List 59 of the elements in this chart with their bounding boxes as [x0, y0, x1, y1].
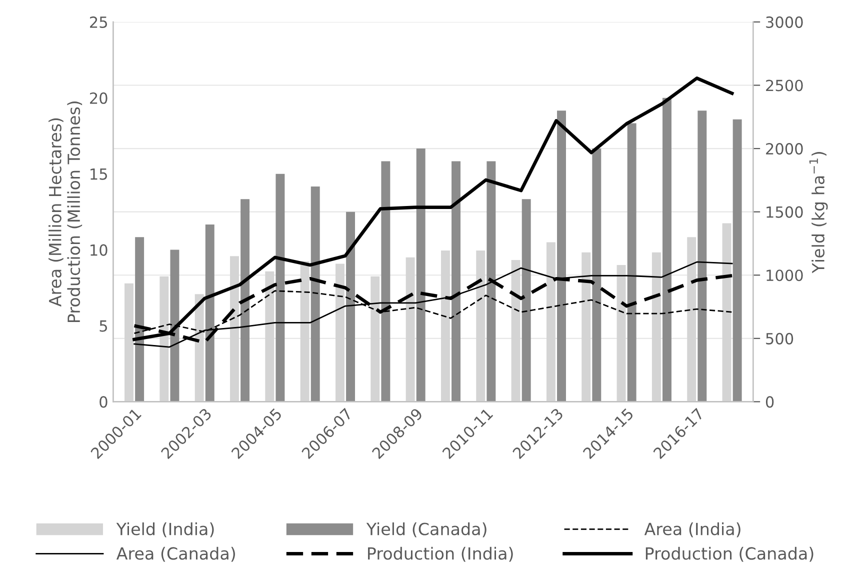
bar: [310, 186, 320, 402]
line-series: [134, 261, 733, 348]
legend-label: Production (Canada): [646, 546, 814, 562]
bar: [486, 161, 496, 402]
bar: [662, 98, 672, 402]
y-tick-label: 5: [100, 320, 107, 332]
y2-axis-title: Yield (kg ha$^{−1}$): [809, 152, 828, 274]
bar: [557, 110, 566, 402]
y-tick-label: 15: [90, 168, 107, 180]
legend-label: Area (India): [644, 522, 740, 538]
bar: [722, 223, 732, 402]
line-series: [132, 76, 734, 342]
y-tick-label: 25: [90, 16, 107, 28]
legend-label: Area (Canada): [116, 546, 235, 562]
bar: [124, 283, 134, 402]
y2-tick-label: 500: [766, 332, 794, 344]
bar: [476, 250, 486, 402]
bar: [616, 265, 626, 402]
bar: [335, 264, 344, 402]
bar: [511, 260, 520, 402]
y-tick-label: 10: [90, 244, 108, 256]
bar: [440, 250, 450, 402]
y-tick-label: 20: [90, 92, 108, 104]
bar: [452, 161, 460, 402]
bar: [370, 276, 380, 402]
legend-label: Production (India): [368, 546, 513, 562]
bar: [170, 250, 180, 402]
bar: [582, 252, 591, 402]
bar: [546, 242, 556, 402]
bar: [406, 257, 415, 402]
bar: [135, 237, 144, 402]
bar: [276, 174, 285, 402]
bar: [194, 294, 204, 402]
y-tick-label: 0: [100, 396, 108, 408]
bar: [346, 212, 356, 402]
bar: [381, 161, 390, 402]
bar: [416, 148, 426, 402]
y-axis-title: Area (Million Hectares) Production (Million Tonnes): [48, 102, 82, 322]
y2-tick-label: 2500: [766, 80, 803, 92]
legend-label: Yield (Canada): [366, 522, 486, 538]
bar: [240, 199, 250, 402]
bar: [687, 237, 696, 402]
bar: [592, 148, 602, 402]
bar: [627, 123, 636, 402]
bar: [160, 276, 169, 402]
bar: [652, 252, 661, 402]
bar: [732, 119, 742, 402]
y2-tick-label: 0: [766, 396, 774, 408]
bar: [522, 199, 531, 402]
y2-tick-label: 2000: [766, 143, 803, 155]
y2-tick-label: 1000: [766, 270, 803, 282]
legend-label: Yield (India): [116, 522, 214, 538]
bar: [205, 224, 214, 402]
y2-tick-label: 3000: [766, 16, 803, 28]
y2-tick-label: 1500: [766, 206, 803, 218]
bar: [265, 271, 274, 402]
bar: [698, 110, 707, 402]
bar: [230, 256, 239, 402]
bar: [300, 261, 310, 402]
